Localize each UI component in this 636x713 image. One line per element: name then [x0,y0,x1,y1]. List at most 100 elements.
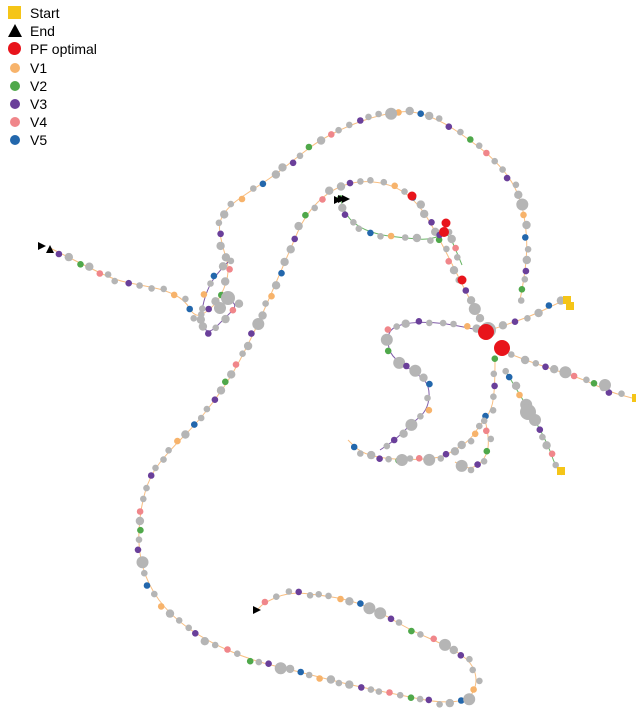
pf-optimal-node [407,191,417,201]
variant-node-v3 [503,174,511,182]
legend-item-pf-optimal: PF optimal [8,40,97,58]
legend-item-v5: V5 [8,131,97,149]
variant-node-v3 [511,318,519,326]
state-node [618,390,625,398]
state-node [274,662,287,675]
state-node [141,569,148,577]
end-triangle-icon [8,24,22,38]
pf-optimal-node [457,275,467,285]
variant-node-v3 [134,546,142,554]
state-node [286,245,295,254]
state-node [508,351,515,358]
variant-node-v2 [384,347,392,355]
state-node [234,650,241,657]
state-node [255,658,263,666]
variant-node-v1 [157,603,165,610]
state-node [375,110,382,118]
state-node [539,433,546,441]
variant-node-v4 [96,270,104,277]
state-node [148,285,155,292]
variant-node-v3 [192,630,199,637]
state-node [550,365,559,374]
variant-node-v2 [222,378,229,386]
trajectory-edge [49,111,528,316]
legend-label: End [30,23,55,40]
state-node [380,333,393,346]
pf-optimal-node [441,218,451,228]
variant-node-v2 [491,355,499,363]
variant-node-v4 [415,455,423,462]
state-node [278,163,287,172]
variant-node-v1 [471,430,479,438]
variant-node-v4 [384,326,392,333]
state-node [367,686,375,693]
variant-node-v2 [435,236,443,244]
state-node [243,341,253,351]
variant-node-v2 [305,143,313,151]
variant-node-v5 [259,180,267,188]
variant-node-v4 [430,635,438,643]
v2-dot-icon [8,79,22,93]
variant-node-v3 [341,211,349,218]
start-marker [557,467,565,475]
state-node [416,200,425,209]
state-node [426,319,433,327]
legend-item-end: End [8,22,97,40]
variant-node-v3 [295,588,303,596]
state-node [405,106,414,116]
state-node [377,233,384,240]
state-node [250,185,257,192]
variant-node-v4 [452,244,459,252]
state-node [346,121,353,129]
state-node [524,246,532,253]
state-node [273,593,280,600]
trajectory-nodes [55,106,625,708]
end-marker [38,242,46,250]
variant-node-v5 [186,305,193,313]
state-node [401,234,409,241]
state-node [417,631,424,638]
state-node [165,609,175,618]
state-node [136,556,149,569]
pf-optimal-node [439,227,449,237]
state-node [234,299,244,308]
state-node [175,617,183,624]
state-node [480,458,488,465]
state-node [466,655,473,663]
state-node [437,455,445,462]
state-node [552,461,559,469]
state-node [457,128,464,136]
state-node [296,152,304,160]
variant-node-v3 [415,318,423,325]
legend-label: V1 [30,59,48,76]
state-node [511,381,521,390]
variant-node-v5 [210,272,218,280]
variant-node-v1 [238,195,246,203]
state-node [214,302,226,314]
legend-item-v1: V1 [8,59,97,77]
variant-node-v2 [77,261,84,268]
state-node [467,437,475,445]
state-node [416,695,424,703]
variant-node-v3 [491,382,498,390]
state-node [529,414,541,426]
state-node [396,454,408,466]
state-node [221,277,230,286]
state-node [412,233,422,243]
state-node [285,664,295,674]
variant-node-v5 [143,582,151,589]
variant-node-v5 [297,668,305,676]
state-node [316,136,326,145]
state-node [457,440,466,450]
state-node [215,219,223,227]
state-node [190,315,197,322]
variant-node-v3 [248,330,255,337]
state-node [393,356,406,369]
variant-node-v1 [470,686,477,693]
legend-label: V4 [30,114,48,131]
variant-node-v3 [125,279,132,287]
state-node [583,376,590,384]
state-node [143,484,150,492]
legend-label: Start [30,5,60,22]
